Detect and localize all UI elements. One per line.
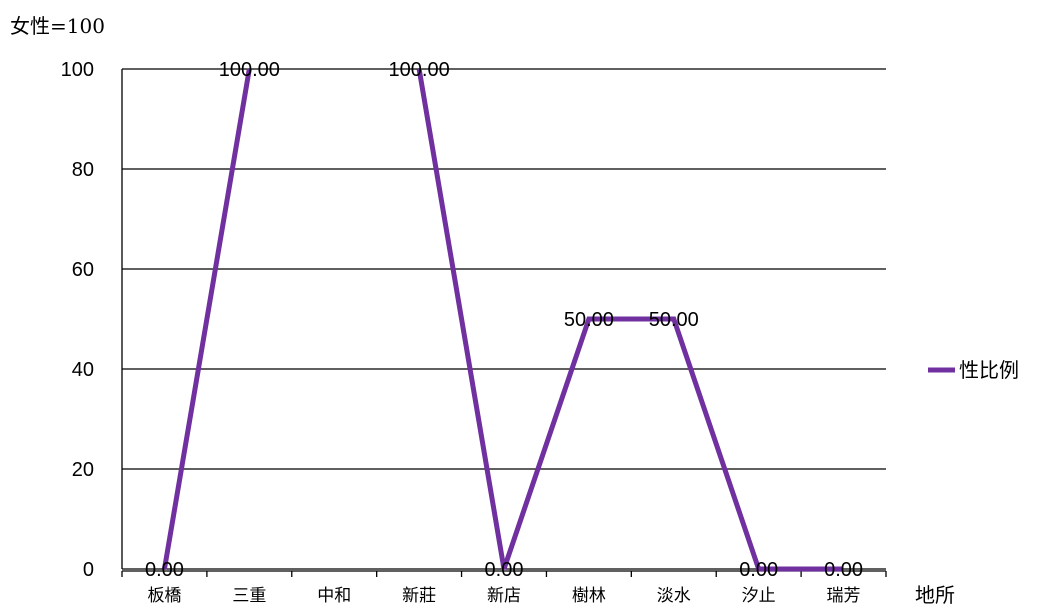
- legend-label: 性比例: [959, 358, 1019, 382]
- x-tick-label: 新莊: [402, 586, 436, 606]
- x-tick-labels: 板橋 三重 中和 新莊 新店 樹林 淡水 汐止 瑞芳: [147, 586, 860, 606]
- x-tick-label: 三重: [232, 586, 266, 606]
- legend: 性比例: [928, 358, 1019, 382]
- data-label: 50.00: [649, 309, 699, 331]
- y-tick-label: 60: [72, 259, 94, 281]
- y-tick-label: 0: [83, 559, 94, 581]
- y-axis-title: 女性=100: [10, 14, 105, 38]
- x-tick-label: 淡水: [657, 586, 691, 606]
- x-tick-label: 汐止: [742, 586, 776, 606]
- data-label: 0.00: [145, 559, 184, 581]
- x-tick-label: 板橋: [147, 586, 181, 606]
- data-label: 0.00: [485, 559, 524, 581]
- data-label: 100.00: [389, 59, 450, 81]
- data-label: 0.00: [824, 559, 863, 581]
- series-lines: [161, 68, 844, 572]
- x-tick-label: 瑞芳: [827, 586, 861, 606]
- series-line: [161, 68, 252, 570]
- series-line: [416, 68, 844, 572]
- x-tick-label: 新店: [487, 586, 521, 606]
- y-tick-label: 20: [72, 459, 94, 481]
- y-tick-label: 100: [61, 59, 94, 81]
- data-labels: 0.00 100.00 100.00 0.00 50.00 50.00 0.00 0.00: [145, 59, 863, 581]
- x-tick-label: 中和: [317, 586, 351, 606]
- data-label: 0.00: [739, 559, 778, 581]
- x-tick-label: 樹林: [572, 586, 606, 606]
- data-label: 50.00: [564, 309, 614, 331]
- y-tick-label: 40: [72, 359, 94, 381]
- x-axis-title: 地所: [915, 583, 955, 607]
- y-tick-labels: 0 20 40 60 80 100: [61, 59, 94, 581]
- y-tick-label: 80: [72, 159, 94, 181]
- data-label: 100.00: [219, 59, 280, 81]
